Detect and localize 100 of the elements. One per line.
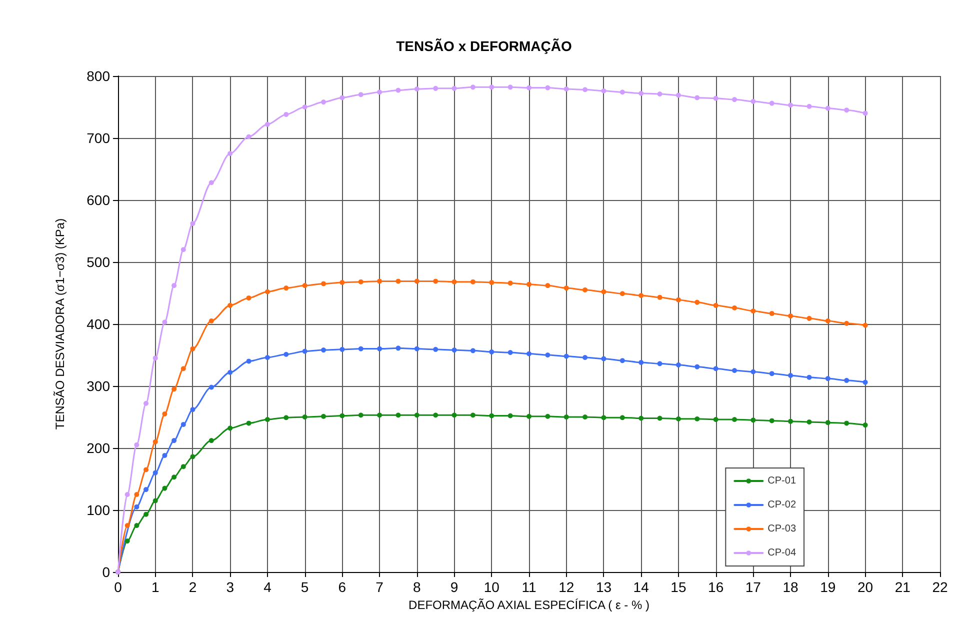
point xyxy=(564,354,569,359)
point xyxy=(358,279,364,284)
point xyxy=(433,412,438,418)
legend-label: CP-04 xyxy=(768,548,796,558)
point xyxy=(414,86,420,92)
point xyxy=(564,414,569,420)
x-tick-label: 13 xyxy=(596,579,612,595)
point xyxy=(470,412,476,418)
point xyxy=(396,278,401,284)
point xyxy=(564,86,569,92)
point xyxy=(246,295,252,300)
point xyxy=(284,286,289,291)
point xyxy=(694,300,700,305)
point xyxy=(152,498,158,504)
x-tick-label: 2 xyxy=(188,579,197,595)
point xyxy=(825,376,830,382)
point xyxy=(340,95,345,100)
point xyxy=(750,369,756,374)
point xyxy=(180,422,186,427)
point xyxy=(713,96,718,101)
point xyxy=(732,97,737,102)
point xyxy=(769,310,774,316)
point xyxy=(144,512,149,517)
point xyxy=(862,380,868,385)
point xyxy=(433,346,438,352)
y-tick-label: 700 xyxy=(86,130,110,146)
y-tick-label: 800 xyxy=(86,68,110,84)
point xyxy=(144,400,149,406)
point xyxy=(806,374,812,380)
x-tick-label: 1 xyxy=(151,579,160,595)
point xyxy=(264,289,270,294)
point xyxy=(582,87,588,92)
point xyxy=(377,412,382,418)
point xyxy=(676,297,681,302)
point xyxy=(489,349,494,354)
point xyxy=(844,108,850,113)
x-tick-label: 8 xyxy=(413,579,422,595)
point xyxy=(377,90,382,95)
point xyxy=(788,313,794,318)
point xyxy=(172,474,177,480)
point xyxy=(340,413,345,418)
point xyxy=(769,418,774,424)
y-tick-label: 600 xyxy=(86,192,110,208)
point xyxy=(180,366,186,372)
x-tick-label: 12 xyxy=(558,579,574,595)
point xyxy=(862,110,868,116)
point xyxy=(601,289,606,294)
point xyxy=(246,420,252,426)
point xyxy=(676,92,681,98)
point xyxy=(545,85,550,90)
x-tick-label: 16 xyxy=(708,579,724,595)
point xyxy=(124,492,130,497)
x-tick-label: 21 xyxy=(894,579,911,595)
point xyxy=(414,412,420,418)
point xyxy=(825,318,830,324)
point xyxy=(162,486,168,491)
point xyxy=(806,419,812,424)
point xyxy=(844,420,850,426)
point xyxy=(152,356,158,361)
x-tick-label: 18 xyxy=(782,579,799,595)
point xyxy=(620,90,625,95)
x-tick-label: 22 xyxy=(932,579,948,595)
point xyxy=(152,439,158,444)
point xyxy=(750,418,756,423)
point xyxy=(302,283,308,288)
x-tick-label: 17 xyxy=(745,579,762,595)
point xyxy=(694,95,700,100)
point xyxy=(246,134,252,140)
point xyxy=(264,122,270,127)
point xyxy=(246,358,252,364)
legend-label: CP-01 xyxy=(768,476,796,486)
point xyxy=(508,280,513,286)
x-tick-label: 9 xyxy=(450,579,458,595)
point xyxy=(713,366,718,372)
point xyxy=(180,247,186,252)
point xyxy=(452,412,457,418)
point xyxy=(284,415,289,420)
point xyxy=(582,287,588,292)
point xyxy=(172,386,177,392)
point xyxy=(676,416,681,422)
legend-label: CP-02 xyxy=(768,500,796,510)
y-tick-label: 300 xyxy=(86,378,110,394)
point xyxy=(713,302,718,308)
point xyxy=(152,470,158,476)
point xyxy=(750,308,756,314)
point xyxy=(657,91,662,96)
point xyxy=(601,415,606,420)
point xyxy=(657,361,662,366)
point xyxy=(601,356,606,362)
point xyxy=(264,416,270,422)
point xyxy=(144,487,149,492)
point xyxy=(208,180,214,186)
x-axis-title: DEFORMAÇÃO AXIAL ESPECÍFICA ( ε - % ) xyxy=(408,598,650,612)
point xyxy=(620,415,625,420)
point xyxy=(172,438,177,444)
point xyxy=(769,100,774,106)
point xyxy=(657,294,662,300)
point xyxy=(358,412,364,418)
point xyxy=(806,316,812,321)
point xyxy=(732,305,737,310)
